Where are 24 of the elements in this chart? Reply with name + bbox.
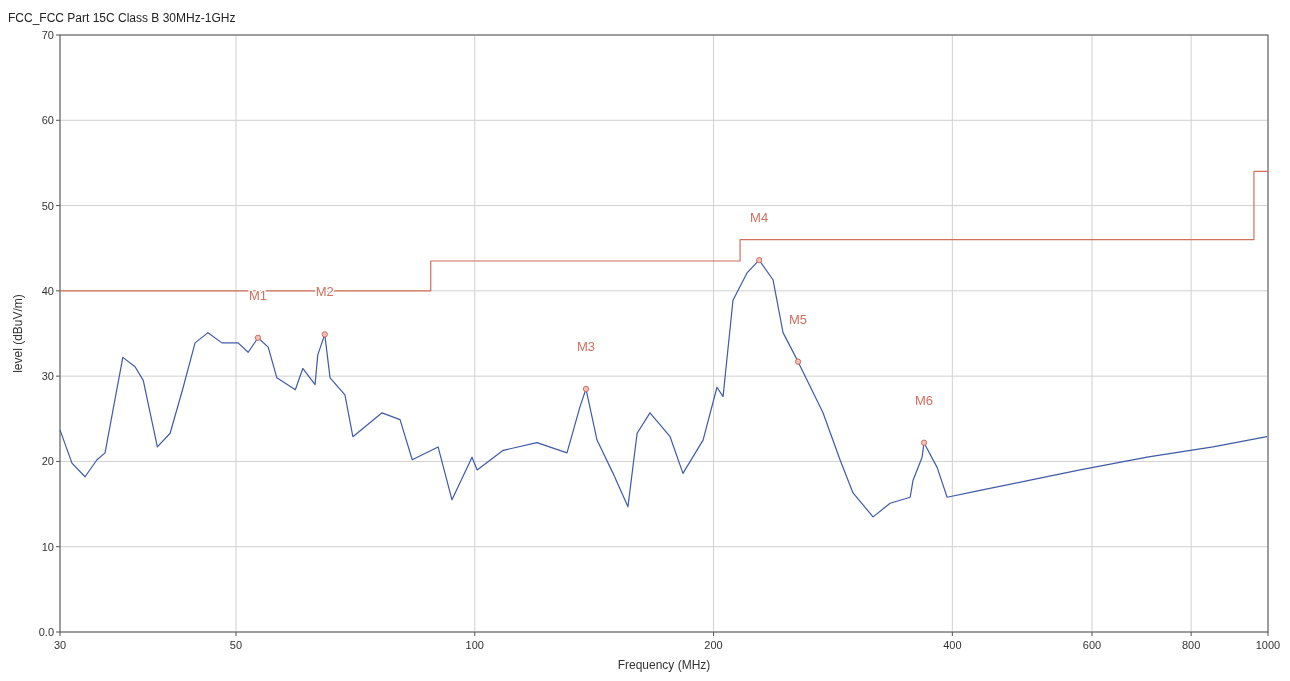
annotation: M3 [576,338,595,354]
y-tick-label: 70 [41,29,54,41]
x-axis-title: Frequency (MHz) [617,658,711,672]
annotation: M1 [248,287,268,303]
x-tick-label: 800 [1181,639,1201,651]
y-axis-title: level (dBuV/m) [11,294,25,373]
x-tick-label: 600 [1082,639,1102,651]
x-tick-label: 1000 [1255,639,1281,651]
y-tick-label: 20 [41,455,54,468]
x-tick-label: 30 [53,639,67,651]
y-tick-label: 10 [41,540,54,553]
y-tick-label: 50 [41,199,54,212]
x-tick-label: 200 [704,639,723,651]
y-tick-label: 30 [41,370,54,383]
annotation: M4 [750,210,769,226]
annotation: M6 [914,392,934,408]
annotation: M5 [789,311,808,327]
x-tick-label: 400 [943,639,962,651]
x-tick-label: 50 [229,639,243,651]
y-tick-label: 40 [41,284,54,297]
chart-title: FCC_FCC Part 15C Class B 30MHz-1GHz [8,11,236,25]
y-tick-label: 0.0 [38,626,54,638]
x-tick-label: 100 [465,639,484,651]
y-tick-label: 60 [41,114,54,127]
